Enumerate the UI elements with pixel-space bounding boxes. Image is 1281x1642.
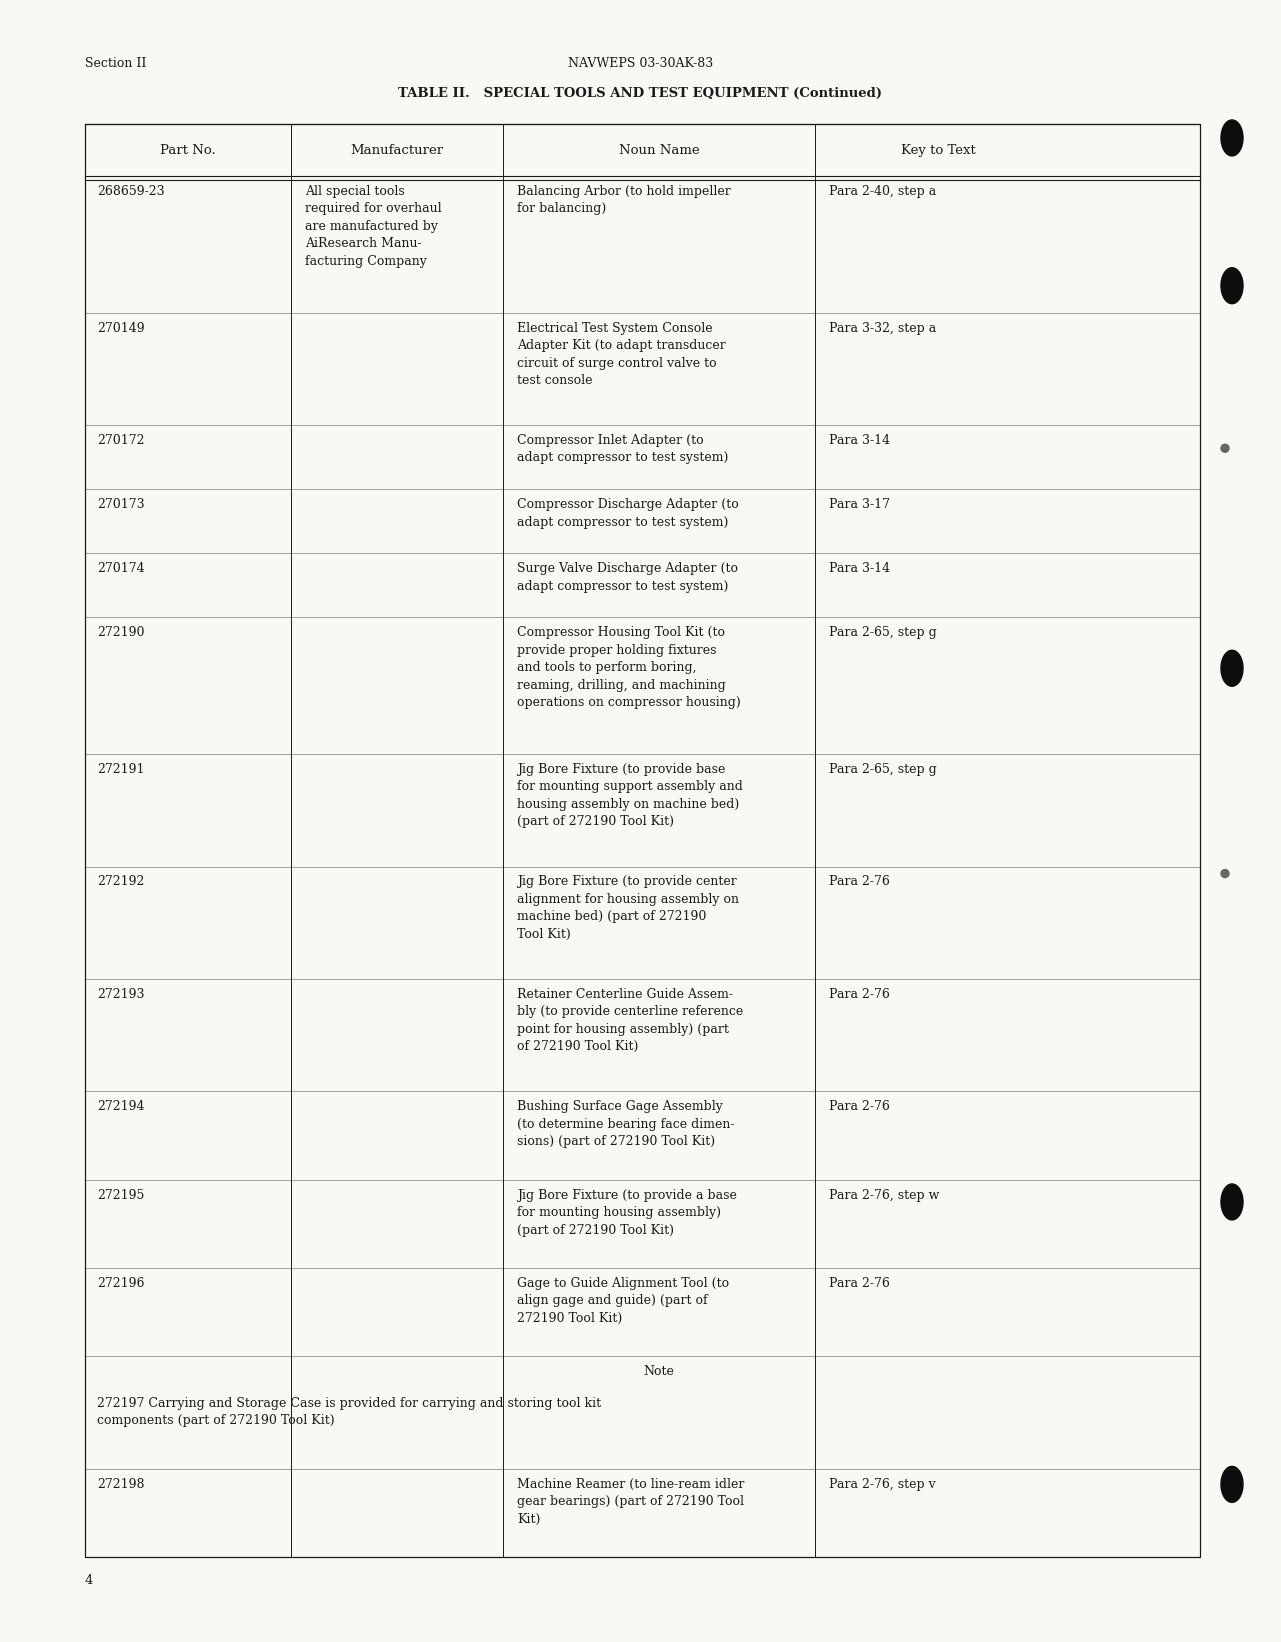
Text: Para 2-76, step w: Para 2-76, step w <box>829 1189 940 1202</box>
Text: Retainer Centerline Guide Assem-
bly (to provide centerline reference
point for : Retainer Centerline Guide Assem- bly (to… <box>518 988 743 1053</box>
Text: Note: Note <box>644 1365 675 1378</box>
Text: TABLE II.   SPECIAL TOOLS AND TEST EQUIPMENT (Continued): TABLE II. SPECIAL TOOLS AND TEST EQUIPME… <box>398 87 883 100</box>
Text: Balancing Arbor (to hold impeller
for balancing): Balancing Arbor (to hold impeller for ba… <box>518 186 731 215</box>
Text: Bushing Surface Gage Assembly
(to determine bearing face dimen-
sions) (part of : Bushing Surface Gage Assembly (to determ… <box>518 1100 734 1148</box>
Text: Para 2-65, step g: Para 2-65, step g <box>829 764 938 775</box>
Text: 272195: 272195 <box>97 1189 145 1202</box>
Text: Surge Valve Discharge Adapter (to
adapt compressor to test system): Surge Valve Discharge Adapter (to adapt … <box>518 562 738 593</box>
Text: Compressor Discharge Adapter (to
adapt compressor to test system): Compressor Discharge Adapter (to adapt c… <box>518 498 739 529</box>
Text: Jig Bore Fixture (to provide center
alignment for housing assembly on
machine be: Jig Bore Fixture (to provide center alig… <box>518 875 739 941</box>
Text: 270173: 270173 <box>97 498 145 511</box>
Text: Para 3-14: Para 3-14 <box>829 433 890 447</box>
Text: Compressor Inlet Adapter (to
adapt compressor to test system): Compressor Inlet Adapter (to adapt compr… <box>518 433 729 465</box>
Text: 270174: 270174 <box>97 562 145 575</box>
Ellipse shape <box>1221 1466 1243 1502</box>
Text: 272193: 272193 <box>97 988 145 1000</box>
Text: 272196: 272196 <box>97 1277 145 1291</box>
Text: 270149: 270149 <box>97 322 145 335</box>
Ellipse shape <box>1221 1184 1243 1220</box>
Text: Para 2-40, step a: Para 2-40, step a <box>829 186 936 197</box>
Text: 268659-23: 268659-23 <box>97 186 165 197</box>
Text: Para 3-14: Para 3-14 <box>829 562 890 575</box>
Text: Jig Bore Fixture (to provide base
for mounting support assembly and
housing asse: Jig Bore Fixture (to provide base for mo… <box>518 764 743 828</box>
Text: Section II: Section II <box>85 57 146 71</box>
Text: Part No.: Part No. <box>160 143 216 156</box>
Text: Key to Text: Key to Text <box>901 143 975 156</box>
Text: Noun Name: Noun Name <box>619 143 699 156</box>
Text: Para 2-76: Para 2-76 <box>829 875 890 888</box>
Text: Para 3-32, step a: Para 3-32, step a <box>829 322 936 335</box>
Text: 272194: 272194 <box>97 1100 145 1113</box>
Text: 272192: 272192 <box>97 875 145 888</box>
Text: 4: 4 <box>85 1575 94 1588</box>
Text: 270172: 270172 <box>97 433 145 447</box>
Text: All special tools
required for overhaul
are manufactured by
AiResearch Manu-
fac: All special tools required for overhaul … <box>305 186 442 268</box>
Text: Manufacturer: Manufacturer <box>351 143 443 156</box>
Text: 272191: 272191 <box>97 764 145 775</box>
Text: Para 2-76, step v: Para 2-76, step v <box>829 1478 936 1491</box>
Text: Machine Reamer (to line-ream idler
gear bearings) (part of 272190 Tool
Kit): Machine Reamer (to line-ream idler gear … <box>518 1478 744 1525</box>
Ellipse shape <box>1221 268 1243 304</box>
Text: Para 2-65, step g: Para 2-65, step g <box>829 626 938 639</box>
Ellipse shape <box>1221 650 1243 686</box>
Text: Para 2-76: Para 2-76 <box>829 1100 890 1113</box>
Text: Jig Bore Fixture (to provide a base
for mounting housing assembly)
(part of 2721: Jig Bore Fixture (to provide a base for … <box>518 1189 737 1236</box>
Ellipse shape <box>1221 120 1243 156</box>
Circle shape <box>1221 870 1228 877</box>
Text: Para 2-76: Para 2-76 <box>829 1277 890 1291</box>
Text: 272198: 272198 <box>97 1478 145 1491</box>
Text: Para 3-17: Para 3-17 <box>829 498 890 511</box>
Text: 272197 Carrying and Storage Case is provided for carrying and storing tool kit
c: 272197 Carrying and Storage Case is prov… <box>97 1397 601 1427</box>
Text: NAVWEPS 03-30AK-83: NAVWEPS 03-30AK-83 <box>567 57 714 71</box>
Text: Para 2-76: Para 2-76 <box>829 988 890 1000</box>
Bar <box>85 125 1200 1557</box>
Text: 272190: 272190 <box>97 626 145 639</box>
Text: Gage to Guide Alignment Tool (to
align gage and guide) (part of
272190 Tool Kit): Gage to Guide Alignment Tool (to align g… <box>518 1277 729 1325</box>
Text: Electrical Test System Console
Adapter Kit (to adapt transducer
circuit of surge: Electrical Test System Console Adapter K… <box>518 322 726 388</box>
Text: Compressor Housing Tool Kit (to
provide proper holding fixtures
and tools to per: Compressor Housing Tool Kit (to provide … <box>518 626 740 709</box>
Circle shape <box>1221 445 1228 452</box>
